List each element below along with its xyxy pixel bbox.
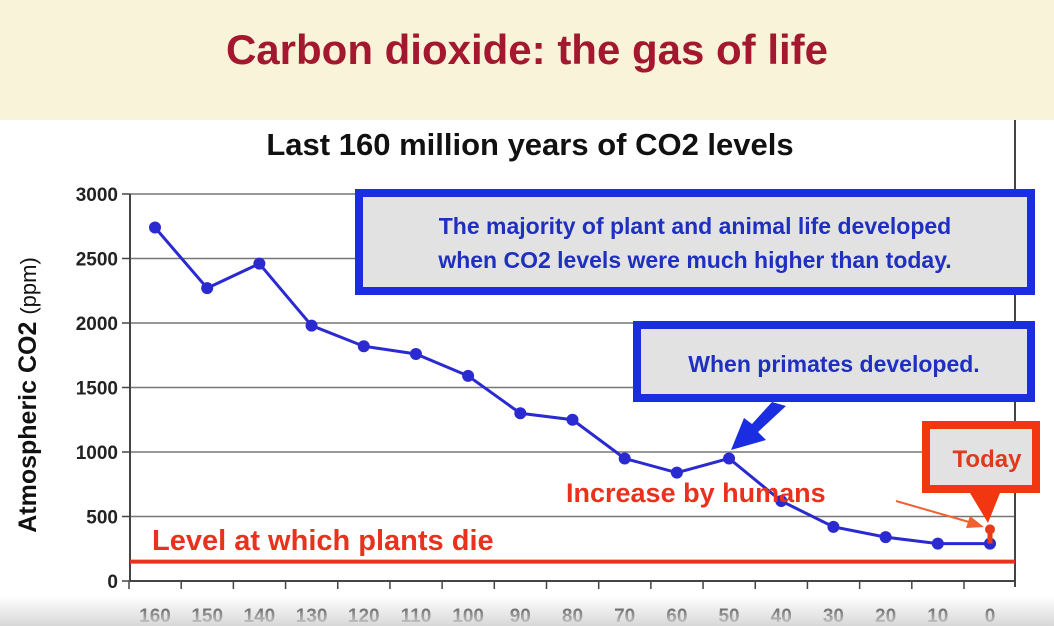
today-point bbox=[985, 524, 995, 535]
x-tick-label: 120 bbox=[348, 606, 380, 626]
data-point bbox=[827, 520, 840, 533]
x-tick-label: 80 bbox=[562, 606, 583, 626]
chart-title: Last 160 million years of CO2 levels bbox=[266, 127, 793, 162]
y-tick-label: 1000 bbox=[76, 443, 118, 464]
co2-chart: Last 160 million years of CO2 levels 0 50… bbox=[14, 120, 1040, 626]
y-tick-label: 500 bbox=[86, 508, 118, 529]
data-point bbox=[670, 466, 683, 479]
y-axis-label-main: Atmospheric CO2 bbox=[14, 322, 42, 533]
x-tick-label: 100 bbox=[452, 606, 484, 626]
callout-today-text: Today bbox=[953, 446, 1023, 473]
data-point bbox=[201, 282, 214, 295]
x-ticks: 160 150 140 130 120 110 100 90 80 70 60 50 40 30 20 10 0 bbox=[128, 581, 996, 626]
y-tick-label: 2500 bbox=[76, 250, 118, 271]
data-point bbox=[618, 452, 631, 465]
slide-title: Carbon dioxide: the gas of life bbox=[225, 26, 829, 73]
data-point bbox=[566, 413, 579, 426]
data-point bbox=[357, 340, 370, 353]
callout-majority-line2: when CO2 levels were much higher than to… bbox=[437, 247, 951, 273]
increase-label: Increase by humans bbox=[566, 478, 826, 508]
data-point bbox=[514, 407, 527, 420]
x-tick-label: 110 bbox=[401, 606, 432, 626]
y-tick-label: 3000 bbox=[76, 185, 118, 206]
x-tick-label: 140 bbox=[244, 606, 276, 626]
x-tick-label: 20 bbox=[875, 606, 896, 626]
data-point bbox=[879, 531, 892, 544]
callout-majority-box bbox=[355, 189, 1035, 295]
callout-primates-text: When primates developed. bbox=[688, 351, 979, 377]
data-point bbox=[253, 257, 266, 270]
data-point bbox=[931, 537, 944, 550]
x-tick-label: 60 bbox=[666, 606, 687, 626]
x-tick-label: 90 bbox=[510, 606, 531, 626]
y-tick-label: 0 bbox=[107, 572, 118, 593]
x-tick-label: 10 bbox=[927, 606, 948, 626]
x-tick-label: 160 bbox=[139, 606, 171, 626]
x-tick-label: 50 bbox=[718, 606, 739, 626]
increase-arrow-head-icon bbox=[966, 516, 984, 528]
callout-today-box bbox=[922, 421, 1040, 493]
increase-arrow-line bbox=[895, 500, 977, 525]
x-tick-label: 0 bbox=[985, 606, 996, 626]
today-pointer-icon bbox=[970, 493, 1000, 523]
title-banner: Carbon dioxide: the gas of life bbox=[0, 0, 1054, 120]
callout-primates-box bbox=[633, 321, 1035, 402]
series-co2 bbox=[149, 221, 996, 550]
y-ticks: 0 500 1000 1500 2000 2500 3000 bbox=[76, 185, 130, 593]
threshold-label: Level at which plants die bbox=[152, 525, 494, 557]
x-tick-label: 30 bbox=[823, 606, 844, 626]
y-axis-label-unit: (ppm) bbox=[16, 257, 41, 314]
x-tick-label: 150 bbox=[191, 606, 223, 626]
x-tick-label: 130 bbox=[296, 606, 328, 626]
data-point bbox=[149, 221, 161, 234]
y-tick-label: 1500 bbox=[76, 379, 118, 400]
y-tick-label: 2000 bbox=[76, 314, 118, 335]
data-point bbox=[305, 319, 318, 332]
data-point bbox=[775, 495, 788, 508]
y-axis-label: Atmospheric CO2 (ppm) bbox=[14, 257, 42, 533]
x-tick-label: 70 bbox=[614, 606, 635, 626]
data-point bbox=[462, 369, 475, 382]
callout-majority-line1: The majority of plant and animal life de… bbox=[439, 213, 951, 239]
primates-arrow-icon bbox=[731, 402, 786, 450]
data-point bbox=[409, 347, 422, 360]
x-tick-label: 40 bbox=[771, 606, 792, 626]
data-point bbox=[723, 452, 736, 465]
